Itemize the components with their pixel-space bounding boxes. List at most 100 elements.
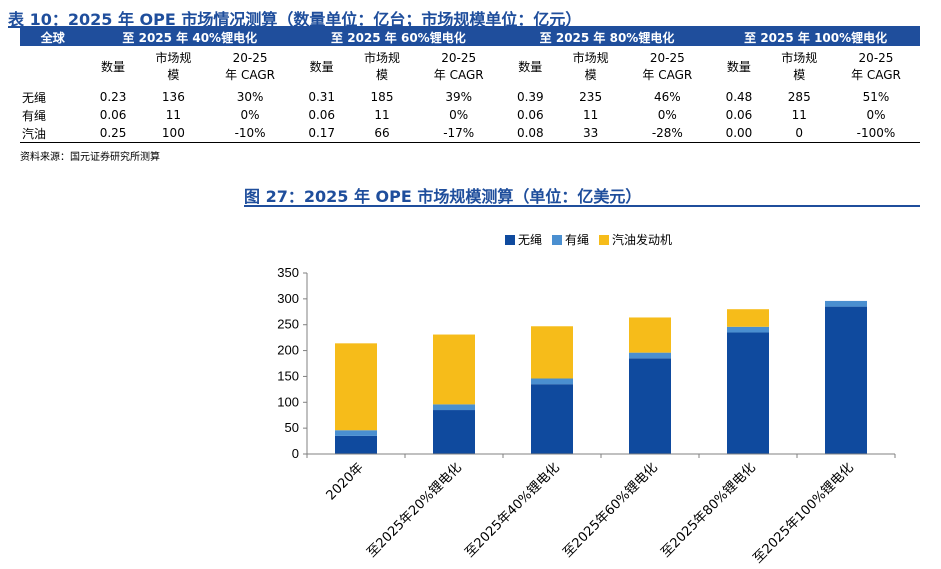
legend-swatch — [505, 235, 515, 245]
table-subheader-cagr: 20-25 年 CAGR — [851, 51, 901, 82]
table-subheader-quantity: 数量 — [518, 59, 543, 74]
table-subheader-quantity: 数量 — [101, 59, 126, 74]
table-title-rule — [8, 26, 920, 28]
bar-segment — [531, 384, 573, 454]
table-cell: 39% — [445, 90, 473, 104]
x-category-label: 至2025年60%锂电化 — [560, 460, 660, 560]
table-group-header: 至 2025 年 100%锂电化 — [711, 28, 920, 46]
table-subheader-market-size: 市场规模 — [572, 51, 609, 82]
y-tick-label: 350 — [277, 265, 299, 280]
table-cell: 0% — [449, 108, 469, 122]
bar-segment — [335, 343, 377, 431]
bar-segment — [825, 300, 867, 307]
table-cell: 30% — [236, 90, 264, 104]
bar-segment — [629, 352, 671, 359]
table-title: 表 10：2025 年 OPE 市场情况测算（数量单位：亿台；市场规模单位：亿元… — [8, 10, 582, 29]
legend-label: 有绳 — [565, 233, 589, 247]
table-header-global: 全球 — [20, 28, 86, 46]
x-category-label: 至2025年40%锂电化 — [462, 460, 562, 560]
table-cell: 11 — [165, 108, 182, 122]
y-tick-label: 0 — [292, 446, 299, 461]
y-tick-label: 250 — [277, 317, 299, 332]
table-cell: 0.08 — [502, 124, 558, 143]
table-row-label: 无绳 — [22, 90, 47, 105]
bar-segment — [531, 326, 573, 379]
table-cell: 0.06 — [725, 108, 753, 122]
bar-segment — [629, 358, 671, 454]
table-cell: 33 — [557, 124, 624, 143]
opm-market-table: 全球 至 2025 年 40%锂电化 至 2025 年 60%锂电化 至 202… — [20, 28, 920, 143]
table-row-label: 有绳 — [22, 108, 47, 123]
table-cell: 0.06 — [99, 108, 127, 122]
table-cell: 46% — [653, 90, 681, 104]
table-cell: 185 — [370, 90, 394, 104]
table-cell: 0.48 — [725, 90, 753, 104]
table-cell: -17% — [414, 124, 503, 143]
x-category-label: 至2025年100%锂电化 — [751, 460, 857, 566]
table-cell: 0.31 — [308, 90, 336, 104]
table-subheader-cagr: 20-25 年 CAGR — [225, 51, 275, 82]
bar-segment — [433, 334, 475, 405]
table-group-header: 至 2025 年 40%锂电化 — [85, 28, 295, 46]
table-cell: 0.25 — [85, 124, 141, 143]
table-source: 资料来源：国元证券研究所测算 — [20, 152, 160, 163]
table-group-header: 至 2025 年 60%锂电化 — [294, 28, 503, 46]
bar-segment — [433, 404, 475, 411]
table-group-header: 至 2025 年 80%锂电化 — [502, 28, 712, 46]
table-cell: 11 — [374, 108, 390, 122]
legend-swatch — [552, 235, 562, 245]
y-tick-label: 100 — [277, 394, 299, 409]
table-cell: 11 — [791, 108, 807, 122]
y-tick-label: 150 — [277, 368, 299, 383]
table-subheader-market-size: 市场规模 — [155, 51, 192, 82]
chart-title-rule — [244, 205, 920, 207]
table-cell: 285 — [787, 90, 811, 104]
table-cell: -28% — [623, 124, 712, 143]
table-subheader-cagr: 20-25 年 CAGR — [433, 51, 484, 82]
table-subheader-market-size: 市场规模 — [781, 51, 818, 82]
legend-label: 汽油发动机 — [612, 232, 672, 247]
table-subheader-market-size: 市场规模 — [363, 51, 400, 82]
table-cell: 0.00 — [711, 124, 767, 143]
x-category-label: 2020年 — [324, 460, 367, 503]
x-category-label: 至2025年80%锂电化 — [658, 460, 758, 560]
table-row: 汽油 0.25 100 -10% 0.17 66 -17% 0.08 33 -28% 0.00 0 -1… — [20, 124, 920, 143]
table-cell: 66 — [349, 124, 415, 143]
x-category-label: 至2025年20%锂电化 — [364, 460, 464, 560]
table-cell: 11 — [582, 108, 599, 122]
y-tick-label: 50 — [285, 420, 299, 435]
bar-segment — [727, 326, 769, 333]
table-cell: 0% — [240, 108, 260, 122]
table-subheader-quantity: 数量 — [726, 59, 751, 74]
table-cell: -100% — [831, 124, 920, 143]
table-cell: 0.06 — [308, 108, 336, 122]
chart-title: 图 27：2025 年 OPE 市场规模测算（单位：亿美元） — [244, 187, 642, 206]
y-tick-label: 200 — [277, 343, 299, 358]
bar-segment — [727, 332, 769, 454]
legend-label: 无绳 — [518, 233, 542, 247]
legend-swatch — [599, 235, 609, 245]
bar-segment — [531, 378, 573, 385]
table-cell: 0.06 — [516, 108, 544, 122]
table-cell: 51% — [862, 90, 890, 104]
bar-segment — [335, 430, 377, 436]
table-row: 有绳 0.06 11 0% 0.06 11 0% 0.06 11 0% 0.06 11 0% — [20, 106, 920, 124]
table-cell: 0% — [657, 108, 677, 122]
table-header-row: 全球 至 2025 年 40%锂电化 至 2025 年 60%锂电化 至 202… — [20, 28, 920, 46]
table-row-label: 汽油 — [20, 124, 86, 143]
table-cell: 0.17 — [294, 124, 350, 143]
bar-segment — [433, 410, 475, 454]
table-cell: 0% — [866, 108, 886, 122]
table-cell: 235 — [579, 90, 603, 104]
table-cell: 0 — [766, 124, 832, 143]
table-subheader-cagr: 20-25 年 CAGR — [642, 51, 693, 82]
table-cell: 100 — [140, 124, 207, 143]
table-subheader-quantity: 数量 — [309, 59, 334, 74]
table-cell: 0.39 — [516, 90, 544, 104]
table-row: 无绳 0.23 136 30% 0.31 185 39% 0.39 235 46% 0.48 285 5… — [20, 88, 920, 106]
bar-segment — [727, 309, 769, 327]
bar-segment — [825, 306, 867, 454]
bar-segment — [335, 435, 377, 454]
y-tick-label: 300 — [277, 291, 299, 306]
